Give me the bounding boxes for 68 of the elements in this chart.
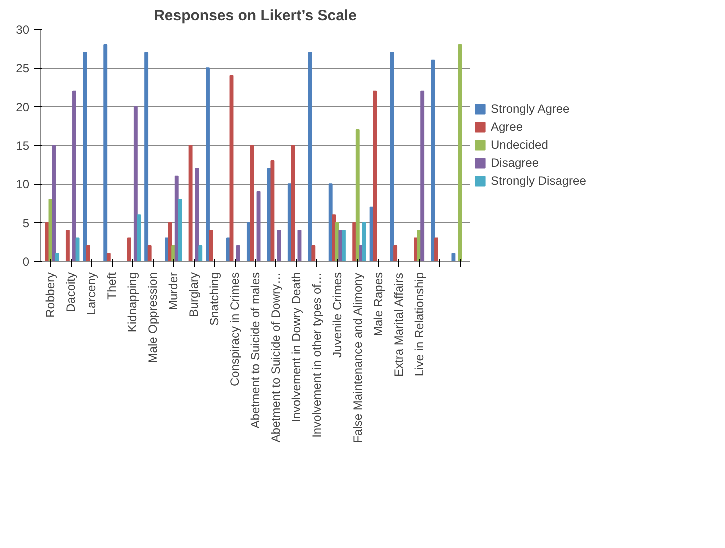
x-tick-label: Snatching <box>208 272 222 326</box>
y-tick-label: 30 <box>16 23 30 37</box>
x-tick-label: Murder <box>166 272 181 311</box>
bar <box>452 253 456 262</box>
bar <box>168 222 172 262</box>
x-tick-label: Robbery <box>44 272 58 318</box>
bar <box>148 246 152 262</box>
bar <box>188 145 193 262</box>
x-tick-label: Burglary <box>187 272 202 318</box>
bar <box>104 44 108 262</box>
bar <box>206 68 210 262</box>
bar <box>198 246 203 262</box>
x-tick-label: Conspiracy in Crimes <box>228 272 242 387</box>
y-tick-label: 15 <box>16 139 30 153</box>
bar <box>362 222 366 262</box>
chart-title: Responses on Likert’s Scale <box>154 8 357 24</box>
bar <box>83 52 88 262</box>
x-tick-label: Male Rapes <box>371 272 386 337</box>
bar <box>434 238 438 262</box>
bar <box>106 253 111 262</box>
bar <box>137 214 142 262</box>
bar <box>308 52 312 262</box>
legend-label: Disagree <box>491 156 540 170</box>
bar <box>394 246 398 262</box>
x-tick-label: Involvement in Dowry Death <box>289 272 304 423</box>
bar <box>72 90 76 262</box>
bar <box>66 230 70 262</box>
y-tick-label: 20 <box>16 100 30 114</box>
y-tick-label: 0 <box>22 255 30 269</box>
bar <box>312 246 316 262</box>
bar <box>250 145 254 262</box>
bar <box>270 160 275 262</box>
x-tick-label: Dacoity <box>64 272 78 313</box>
bar <box>236 246 240 262</box>
legend-label: Agree <box>491 120 524 134</box>
bar <box>356 130 360 262</box>
x-tick-label: False Maintenance and Alimony <box>350 273 365 444</box>
y-tick-label: 25 <box>16 62 30 76</box>
bar <box>127 238 132 262</box>
bar <box>55 253 60 262</box>
bar <box>342 230 346 262</box>
x-tick-label: Abetment to Suicide of Dowry… <box>268 272 283 443</box>
y-tick-label: 10 <box>16 178 30 192</box>
y-tick-label: 5 <box>22 216 30 230</box>
x-tick-label: Live in Relationship <box>412 272 426 377</box>
x-tick-label: Kidnapping <box>126 272 140 333</box>
bar <box>373 90 378 262</box>
legend-label: Strongly Disagree <box>491 174 586 188</box>
bar <box>390 52 394 262</box>
bar <box>195 168 200 262</box>
x-tick-label: Extra Marital Affairs <box>392 273 406 377</box>
bar <box>144 52 149 262</box>
x-tick-label: Juvenile Crimes <box>330 272 344 358</box>
bar <box>420 90 425 262</box>
legend-label: Strongly Agree <box>491 102 570 116</box>
bar <box>256 191 261 262</box>
x-tick-label: Abetment to Suicide of males <box>248 272 262 429</box>
x-tick-label: Involvement in other types of… <box>310 272 324 438</box>
bar <box>291 145 296 262</box>
bar <box>332 214 336 262</box>
x-tick-label: Theft <box>105 272 120 300</box>
bar <box>178 199 182 262</box>
x-tick-label: Larceny <box>84 272 99 316</box>
x-tick-label: Male Oppression <box>146 272 160 364</box>
legend-label: Undecided <box>491 138 548 152</box>
bar <box>52 145 56 262</box>
bar <box>86 246 90 262</box>
bar <box>134 106 138 262</box>
